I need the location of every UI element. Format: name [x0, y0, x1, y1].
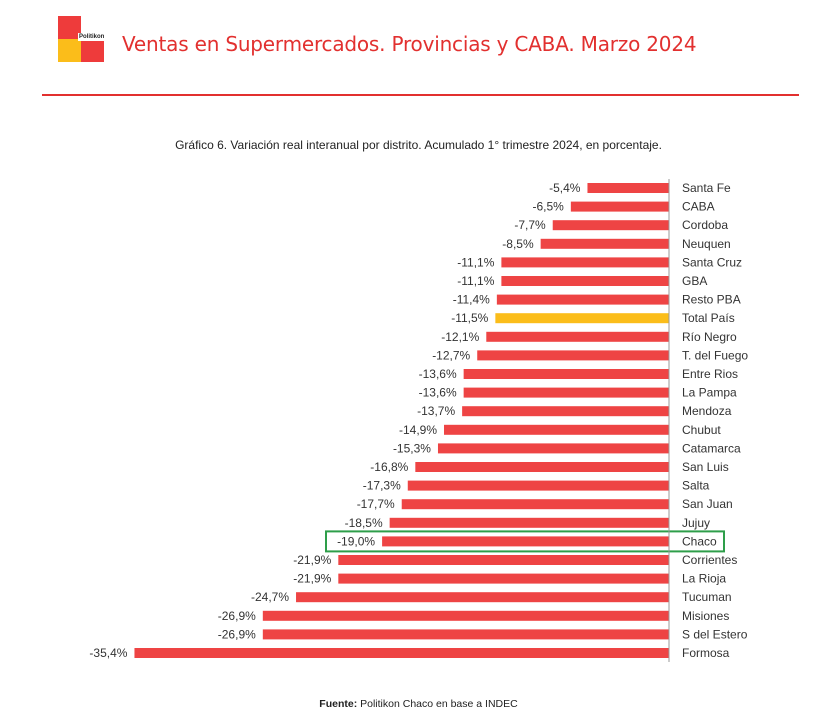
- category-label-total-pais: Total País: [682, 311, 735, 325]
- value-label-t-del-fuego: -12,7%: [432, 348, 470, 362]
- bar-entre-rios: [463, 369, 669, 379]
- category-label-la-pampa: La Pampa: [682, 386, 737, 400]
- bar-jujuy: [389, 517, 669, 528]
- value-label-corrientes: -21,9%: [293, 553, 331, 567]
- bar-san-luis: [415, 462, 669, 472]
- chart-title: Gráfico 6. Variación real interanual por…: [175, 138, 662, 152]
- bar-gba: [501, 276, 669, 286]
- category-label-chubut: Chubut: [682, 423, 721, 437]
- category-label-formosa: Formosa: [682, 646, 730, 660]
- value-label-formosa: -35,4%: [89, 646, 127, 660]
- category-label-caba: CABA: [682, 200, 715, 214]
- value-label-s-del-estero: -26,9%: [218, 627, 256, 641]
- bar-catamarca: [437, 443, 669, 454]
- report-header: Politikon Ventas en Supermercados. Provi…: [0, 0, 837, 100]
- highlight-box-chaco: [325, 530, 725, 553]
- bar-salta: [407, 480, 669, 491]
- value-label-chaco: -19,0%: [337, 534, 375, 548]
- value-label-resto-pba: -11,4%: [453, 293, 490, 307]
- category-label-santa-cruz: Santa Cruz: [682, 255, 742, 269]
- category-label-la-rioja: La Rioja: [682, 572, 726, 586]
- bar-mendoza: [462, 406, 669, 417]
- source-note: Fuente: Politikon Chaco en base a INDEC: [0, 698, 837, 710]
- value-label-la-rioja: -21,9%: [293, 572, 331, 586]
- bar-corrientes: [338, 555, 669, 565]
- source-label: Fuente:: [319, 698, 358, 710]
- bar-caba: [570, 201, 669, 212]
- value-label-san-juan: -17,7%: [357, 497, 395, 511]
- category-label-rio-negro: Río Negro: [682, 330, 737, 344]
- category-label-neuquen: Neuquen: [682, 237, 731, 251]
- bar-santa-cruz: [501, 257, 669, 268]
- category-label-entre-rios: Entre Rios: [682, 367, 738, 381]
- bar-chubut: [444, 424, 669, 435]
- category-label-tucuman: Tucuman: [682, 590, 732, 604]
- header-divider: [42, 94, 799, 96]
- bar-san-juan: [401, 499, 669, 510]
- bar-tucuman: [296, 592, 669, 603]
- category-label-salta: Salta: [682, 479, 710, 493]
- category-label-catamarca: Catamarca: [682, 441, 741, 455]
- logo-text: Politikon: [78, 33, 106, 41]
- category-label-mendoza: Mendoza: [682, 404, 732, 418]
- category-label-t-del-fuego: T. del Fuego: [682, 348, 748, 362]
- value-label-santa-fe: -5,4%: [549, 181, 581, 195]
- value-label-san-luis: -16,8%: [370, 460, 408, 474]
- category-label-san-luis: San Luis: [682, 460, 729, 474]
- value-label-salta: -17,3%: [363, 479, 401, 493]
- value-label-tucuman: -24,7%: [251, 590, 289, 604]
- value-label-santa-cruz: -11,1%: [457, 255, 494, 269]
- category-label-chaco: Chaco: [682, 534, 717, 548]
- bar-formosa: [134, 648, 669, 658]
- category-label-s-del-estero: S del Estero: [682, 627, 748, 641]
- value-label-cordoba: -7,7%: [514, 218, 546, 232]
- bar-chaco: [382, 536, 669, 547]
- value-label-jujuy: -18,5%: [345, 516, 383, 530]
- value-label-entre-rios: -13,6%: [419, 367, 457, 381]
- politikon-logo: Politikon: [58, 16, 106, 62]
- value-label-la-pampa: -13,6%: [419, 386, 457, 400]
- bar-santa-fe: [587, 183, 669, 193]
- bar-misiones: [262, 610, 669, 621]
- value-label-mendoza: -13,7%: [417, 404, 455, 418]
- bar-resto-pba: [496, 294, 669, 305]
- value-label-neuquen: -8,5%: [502, 237, 534, 251]
- value-label-rio-negro: -12,1%: [441, 330, 479, 344]
- bar-cordoba: [552, 220, 669, 231]
- bar-la-pampa: [463, 387, 669, 398]
- category-label-corrientes: Corrientes: [682, 553, 737, 567]
- page-title: Ventas en Supermercados. Provincias y CA…: [122, 32, 697, 56]
- category-label-gba: GBA: [682, 274, 707, 288]
- category-label-resto-pba: Resto PBA: [682, 293, 741, 307]
- value-label-catamarca: -15,3%: [393, 441, 431, 455]
- category-label-cordoba: Cordoba: [682, 218, 728, 232]
- category-label-santa-fe: Santa Fe: [682, 181, 731, 195]
- category-label-san-juan: San Juan: [682, 497, 733, 511]
- value-label-chubut: -14,9%: [399, 423, 437, 437]
- category-label-misiones: Misiones: [682, 609, 729, 623]
- value-label-gba: -11,1%: [457, 274, 494, 288]
- bar-la-rioja: [338, 573, 669, 584]
- bar-rio-negro: [486, 331, 669, 342]
- bar-total-pais: [495, 313, 669, 324]
- source-text: Politikon Chaco en base a INDEC: [360, 698, 518, 710]
- category-label-jujuy: Jujuy: [682, 516, 710, 530]
- value-label-misiones: -26,9%: [218, 609, 256, 623]
- value-label-total-pais: -11,5%: [451, 311, 488, 325]
- bar-s-del-estero: [262, 629, 669, 640]
- bar-t-del-fuego: [477, 350, 669, 361]
- value-label-caba: -6,5%: [532, 200, 564, 214]
- bar-neuquen: [540, 238, 669, 249]
